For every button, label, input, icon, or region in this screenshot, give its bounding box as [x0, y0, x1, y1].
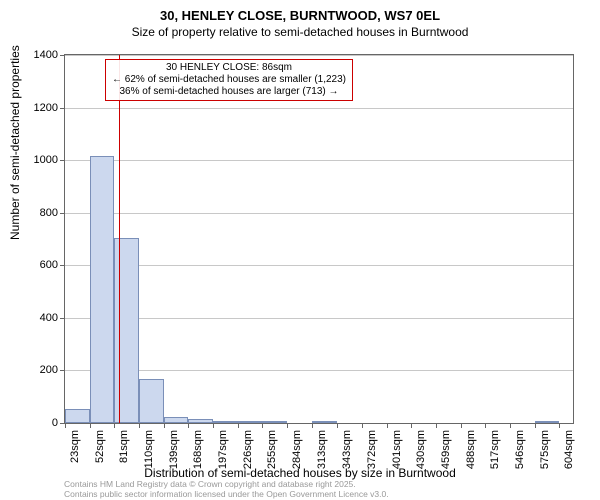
- y-tick-label: 0: [18, 417, 58, 429]
- x-tick-mark: [164, 423, 165, 428]
- x-tick-mark: [436, 423, 437, 428]
- x-tick-label: 23sqm: [69, 430, 81, 463]
- x-tick-label: 430sqm: [415, 430, 427, 469]
- y-tick-mark: [60, 265, 65, 266]
- x-tick-mark: [510, 423, 511, 428]
- y-tick-label: 400: [18, 312, 58, 324]
- y-tick-label: 1000: [18, 154, 58, 166]
- histogram-bar: [139, 379, 164, 423]
- annotation-box: 30 HENLEY CLOSE: 86sqm← 62% of semi-deta…: [105, 59, 353, 101]
- x-tick-mark: [114, 423, 115, 428]
- histogram-bar: [65, 409, 90, 423]
- x-tick-label: 197sqm: [217, 430, 229, 469]
- histogram-bar: [188, 419, 213, 423]
- x-tick-mark: [461, 423, 462, 428]
- x-tick-mark: [65, 423, 66, 428]
- x-tick-label: 459sqm: [440, 430, 452, 469]
- x-tick-mark: [262, 423, 263, 428]
- x-tick-mark: [312, 423, 313, 428]
- x-tick-label: 546sqm: [514, 430, 526, 469]
- y-tick-label: 200: [18, 364, 58, 376]
- annotation-line: 30 HENLEY CLOSE: 86sqm: [112, 62, 346, 74]
- y-tick-mark: [60, 160, 65, 161]
- grid-line: [65, 55, 573, 56]
- y-tick-label: 600: [18, 259, 58, 271]
- grid-line: [65, 265, 573, 266]
- x-tick-mark: [411, 423, 412, 428]
- histogram-bar: [164, 417, 189, 423]
- histogram-bar: [535, 421, 560, 423]
- x-tick-mark: [337, 423, 338, 428]
- chart-container: 30, HENLEY CLOSE, BURNTWOOD, WS7 0EL Siz…: [0, 0, 600, 500]
- grid-line: [65, 370, 573, 371]
- x-tick-mark: [559, 423, 560, 428]
- x-tick-label: 517sqm: [489, 430, 501, 469]
- x-tick-label: 401sqm: [391, 430, 403, 469]
- x-tick-mark: [188, 423, 189, 428]
- chart-subtitle: Size of property relative to semi-detach…: [0, 25, 600, 45]
- x-tick-label: 226sqm: [242, 430, 254, 469]
- annotation-line: 36% of semi-detached houses are larger (…: [112, 86, 346, 98]
- x-tick-label: 139sqm: [168, 430, 180, 469]
- y-tick-mark: [60, 370, 65, 371]
- x-tick-label: 81sqm: [118, 430, 130, 463]
- y-tick-mark: [60, 318, 65, 319]
- grid-line: [65, 160, 573, 161]
- grid-line: [65, 108, 573, 109]
- x-tick-mark: [238, 423, 239, 428]
- x-tick-label: 604sqm: [563, 430, 575, 469]
- x-tick-label: 343sqm: [341, 430, 353, 469]
- x-tick-label: 284sqm: [291, 430, 303, 469]
- histogram-bar: [213, 421, 238, 423]
- x-tick-label: 313sqm: [316, 430, 328, 469]
- x-tick-mark: [387, 423, 388, 428]
- plot-area: 30 HENLEY CLOSE: 86sqm← 62% of semi-deta…: [64, 54, 574, 424]
- footer-attribution: Contains HM Land Registry data © Crown c…: [64, 480, 389, 500]
- x-tick-label: 372sqm: [366, 430, 378, 469]
- x-tick-mark: [535, 423, 536, 428]
- x-tick-label: 255sqm: [266, 430, 278, 469]
- x-tick-label: 110sqm: [143, 430, 155, 468]
- histogram-bar: [312, 421, 338, 423]
- x-tick-mark: [362, 423, 363, 428]
- y-tick-mark: [60, 108, 65, 109]
- annotation-line: ← 62% of semi-detached houses are smalle…: [112, 74, 346, 86]
- x-tick-label: 52sqm: [94, 430, 106, 463]
- grid-line: [65, 318, 573, 319]
- histogram-bar: [90, 156, 115, 423]
- y-tick-label: 800: [18, 207, 58, 219]
- histogram-bar: [238, 421, 263, 423]
- x-tick-mark: [90, 423, 91, 428]
- property-marker-line: [119, 55, 120, 423]
- x-tick-label: 575sqm: [539, 430, 551, 469]
- y-tick-mark: [60, 55, 65, 56]
- chart-title: 30, HENLEY CLOSE, BURNTWOOD, WS7 0EL: [0, 0, 600, 25]
- grid-line: [65, 213, 573, 214]
- histogram-bar: [262, 421, 287, 423]
- x-tick-label: 488sqm: [465, 430, 477, 469]
- x-tick-mark: [485, 423, 486, 428]
- x-tick-mark: [139, 423, 140, 428]
- y-tick-label: 1200: [18, 102, 58, 114]
- footer-line-2: Contains public sector information licen…: [64, 490, 389, 500]
- x-tick-mark: [213, 423, 214, 428]
- x-tick-label: 168sqm: [192, 430, 204, 469]
- y-tick-mark: [60, 213, 65, 214]
- x-tick-mark: [287, 423, 288, 428]
- y-tick-label: 1400: [18, 49, 58, 61]
